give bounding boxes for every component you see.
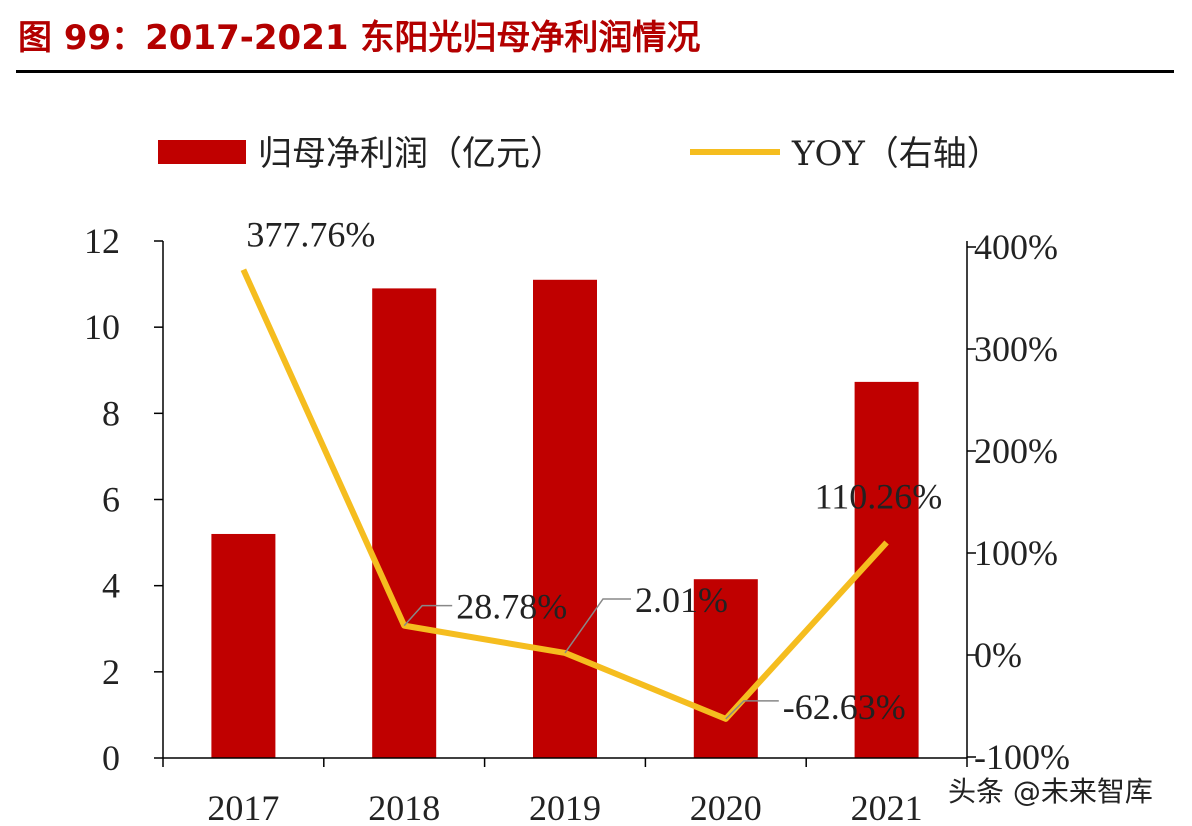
x-tick-label: 2017 xyxy=(207,788,279,826)
x-tick-label: 2019 xyxy=(529,788,601,826)
bar xyxy=(211,533,276,758)
yoy-data-label: 2.01% xyxy=(635,580,728,620)
x-tick-label: 2018 xyxy=(368,788,440,826)
left-tick-label: 4 xyxy=(102,566,120,606)
legend: 归母净利润（亿元） YOY（右轴） xyxy=(158,134,1001,174)
left-tick-label: 6 xyxy=(102,480,120,520)
watermark: 头条 @未来智库 xyxy=(948,775,1153,808)
legend-bar-label: 归母净利润（亿元） xyxy=(258,134,564,174)
left-tick-label: 0 xyxy=(102,738,120,778)
left-tick-label: 12 xyxy=(84,221,120,261)
data-label-leader xyxy=(403,604,453,627)
data-label-leader xyxy=(564,598,631,654)
bar xyxy=(533,279,597,758)
x-tick-label: 2020 xyxy=(690,788,762,826)
right-tick-label: 0% xyxy=(974,635,1022,675)
right-tick-label: -100% xyxy=(974,737,1070,777)
legend-line-label: YOY（右轴） xyxy=(791,134,1001,174)
left-tick-label: 2 xyxy=(102,652,120,692)
x-tick-label: 2021 xyxy=(851,788,923,826)
right-tick-label: 200% xyxy=(974,431,1058,471)
bar xyxy=(693,579,758,758)
plot-area: 0 2 4 6 8 10 12 -100% 0% 100% 200% 300% 400% 2017 2018… xyxy=(84,215,1070,826)
left-tick-label: 8 xyxy=(102,393,120,433)
yoy-data-label: 377.76% xyxy=(246,215,375,255)
bar xyxy=(372,288,437,758)
yoy-data-label: 28.78% xyxy=(456,587,567,627)
figure-title: 图 99：2017-2021 东阳光归母净利润情况 xyxy=(18,18,701,58)
yoy-data-label: 110.26% xyxy=(815,477,943,517)
left-tick-label: 10 xyxy=(84,307,120,347)
yoy-data-label: -62.63% xyxy=(783,687,906,727)
right-tick-label: 100% xyxy=(974,533,1058,573)
data-label-leader xyxy=(725,700,779,720)
legend-bar-swatch xyxy=(158,140,246,164)
title-divider xyxy=(16,70,1174,73)
right-tick-label: 300% xyxy=(974,329,1058,369)
right-tick-label: 400% xyxy=(974,227,1058,267)
